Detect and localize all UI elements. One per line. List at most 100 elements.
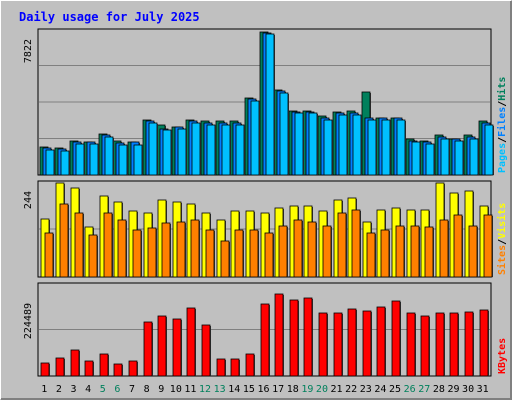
bar-kbytes-16 xyxy=(260,303,270,377)
bar-pages-22 xyxy=(352,114,362,176)
bar-sites-2 xyxy=(59,203,69,278)
bar-pages-31 xyxy=(484,124,494,176)
bar-kbytes-24 xyxy=(376,306,386,377)
y-max-label-top: 7822 xyxy=(23,39,34,63)
x-tick-label-24: 24 xyxy=(374,384,386,395)
x-tick-label-28: 28 xyxy=(433,384,445,395)
bar-pages-15 xyxy=(250,100,260,176)
bar-pages-14 xyxy=(235,124,245,176)
bar-pages-23 xyxy=(367,119,377,176)
bar-kbytes-30 xyxy=(464,311,474,377)
x-tick-label-18: 18 xyxy=(287,384,299,395)
bar-pages-10 xyxy=(177,128,187,176)
bar-pages-25 xyxy=(396,119,406,176)
bar-pages-3 xyxy=(75,143,85,176)
bar-pages-9 xyxy=(162,129,172,176)
bar-kbytes-3 xyxy=(70,349,80,377)
bar-kbytes-28 xyxy=(435,312,445,377)
x-tick-label-25: 25 xyxy=(389,384,401,395)
x-tick-label-9: 9 xyxy=(158,384,164,395)
x-tick-label-22: 22 xyxy=(345,384,357,395)
bar-sites-18 xyxy=(293,219,303,278)
bar-pages-12 xyxy=(206,124,216,176)
bar-pages-24 xyxy=(381,119,391,176)
x-tick-label-27: 27 xyxy=(418,384,430,395)
bar-kbytes-5 xyxy=(99,353,109,377)
bar-kbytes-10 xyxy=(172,318,182,377)
bar-sites-13 xyxy=(220,240,230,278)
legend-item-pages: Pages xyxy=(497,143,508,173)
bar-sites-22 xyxy=(351,209,361,278)
bar-sites-26 xyxy=(410,225,420,278)
x-tick-label-26: 26 xyxy=(404,384,416,395)
bar-sites-27 xyxy=(424,226,434,278)
legend-item-sites: Sites xyxy=(496,245,508,275)
bar-kbytes-31 xyxy=(479,309,489,377)
bar-sites-28 xyxy=(439,219,449,278)
bar-pages-11 xyxy=(191,122,201,176)
bar-kbytes-26 xyxy=(406,312,416,377)
x-tick-label-3: 3 xyxy=(71,384,77,395)
x-tick-label-1: 1 xyxy=(41,384,47,395)
bar-sites-30 xyxy=(468,225,478,278)
bar-sites-21 xyxy=(337,212,347,278)
bar-kbytes-7 xyxy=(128,360,138,377)
x-tick-label-29: 29 xyxy=(447,384,459,395)
bar-sites-12 xyxy=(205,229,215,278)
legend-separator: / xyxy=(497,137,508,143)
bar-sites-14 xyxy=(234,229,244,278)
bar-sites-8 xyxy=(147,227,157,278)
bar-sites-1 xyxy=(44,232,54,278)
x-tick-label-19: 19 xyxy=(301,384,313,395)
bar-kbytes-20 xyxy=(318,312,328,377)
bar-sites-16 xyxy=(264,232,274,278)
bar-pages-21 xyxy=(338,114,348,176)
bar-kbytes-1 xyxy=(40,362,50,377)
bar-sites-11 xyxy=(190,219,200,278)
y-max-label-bottom: 224489 xyxy=(23,303,34,339)
legend-middle: Sites/Visits xyxy=(496,203,508,275)
legend-separator: / xyxy=(497,239,508,245)
bar-pages-13 xyxy=(221,124,231,176)
x-tick-label-20: 20 xyxy=(316,384,328,395)
bar-sites-29 xyxy=(453,214,463,278)
x-tick-label-14: 14 xyxy=(228,384,240,395)
legend-top: Pages/Files/Hits xyxy=(496,77,508,173)
x-tick-label-12: 12 xyxy=(199,384,211,395)
bar-sites-9 xyxy=(161,222,171,278)
legend-bottom: KBytes xyxy=(497,338,508,374)
bar-pages-17 xyxy=(279,92,289,176)
x-tick-label-10: 10 xyxy=(170,384,182,395)
bar-kbytes-29 xyxy=(449,312,459,377)
legend-item-visits: Visits xyxy=(496,203,508,239)
bar-kbytes-27 xyxy=(420,315,430,377)
bar-pages-18 xyxy=(294,112,304,176)
legend-item-hits: Hits xyxy=(496,77,508,101)
bar-kbytes-2 xyxy=(55,357,65,377)
bar-kbytes-6 xyxy=(113,363,123,377)
bar-sites-31 xyxy=(483,214,493,278)
x-tick-label-2: 2 xyxy=(56,384,62,395)
bar-sites-24 xyxy=(380,229,390,278)
y-max-label-middle: 244 xyxy=(23,191,34,209)
bar-kbytes-9 xyxy=(157,315,167,377)
x-tick-label-7: 7 xyxy=(129,384,135,395)
bar-kbytes-14 xyxy=(230,358,240,377)
bar-pages-8 xyxy=(148,122,158,176)
bar-kbytes-12 xyxy=(201,324,211,377)
bar-kbytes-23 xyxy=(362,310,372,377)
bar-pages-4 xyxy=(89,143,99,176)
bar-sites-19 xyxy=(307,221,317,278)
bar-kbytes-19 xyxy=(303,297,313,377)
legend-item-kbytes: KBytes xyxy=(497,338,508,374)
bar-kbytes-18 xyxy=(289,299,299,377)
x-tick-label-30: 30 xyxy=(462,384,474,395)
bar-kbytes-25 xyxy=(391,300,401,377)
bar-pages-19 xyxy=(308,112,318,176)
bar-sites-7 xyxy=(132,229,142,278)
bar-sites-25 xyxy=(395,225,405,278)
bar-pages-2 xyxy=(60,150,70,176)
bar-pages-6 xyxy=(118,144,128,176)
